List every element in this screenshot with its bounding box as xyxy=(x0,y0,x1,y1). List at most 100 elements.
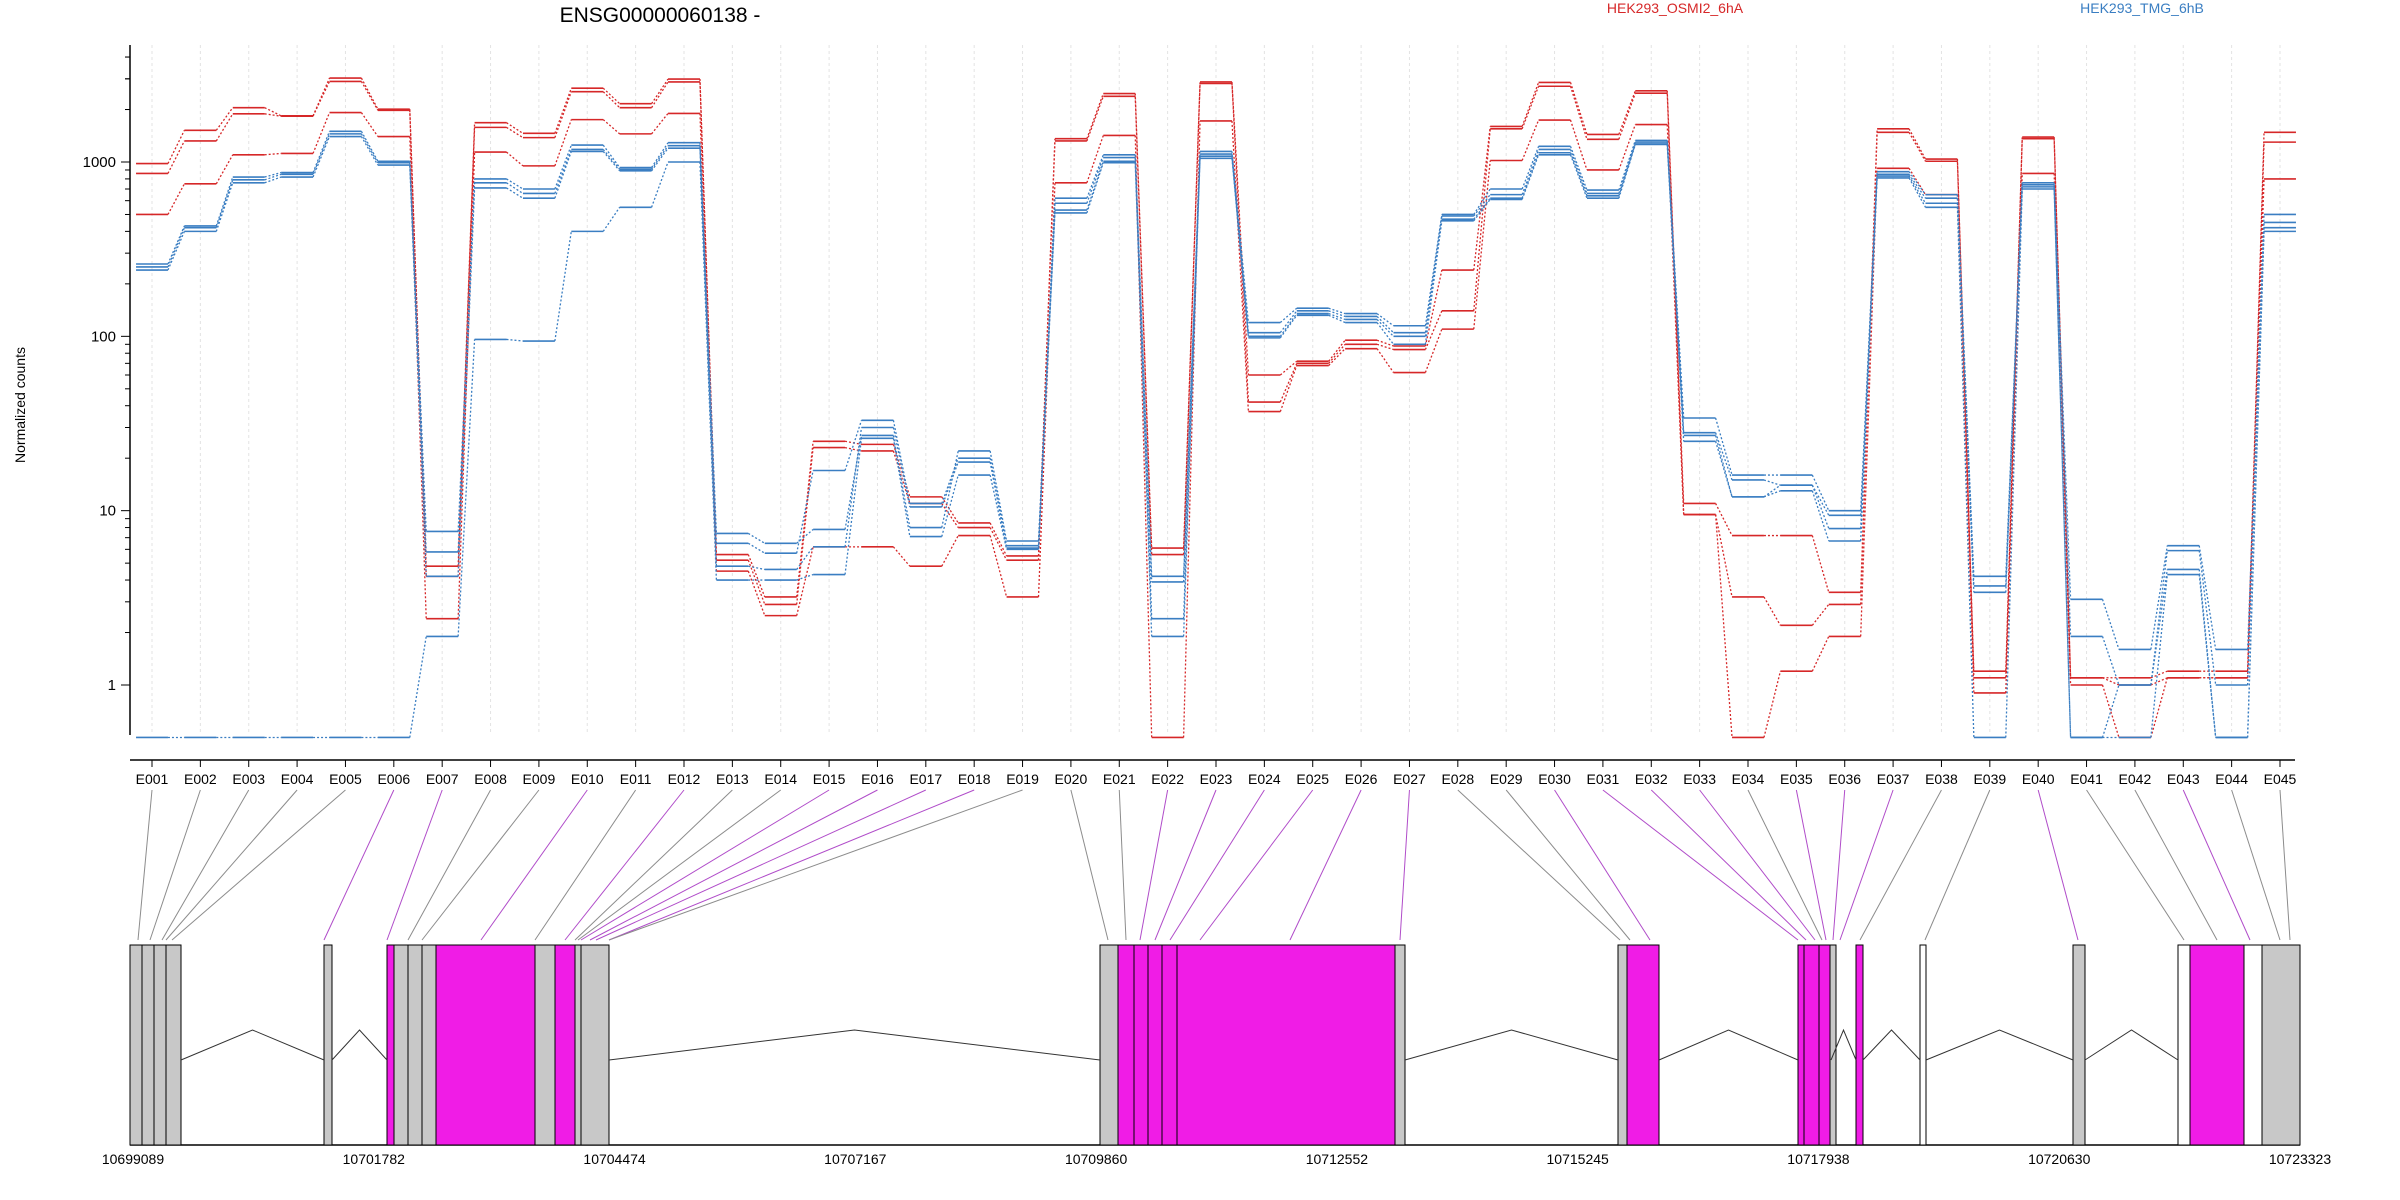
series-connector xyxy=(747,554,766,598)
series-connector xyxy=(1328,312,1346,321)
series-connector xyxy=(360,77,379,110)
genomic-position-label: 10715245 xyxy=(1547,1151,1610,1167)
series-connector xyxy=(1473,199,1491,222)
series-connector xyxy=(360,112,379,137)
series-connector xyxy=(312,133,331,175)
exon-block xyxy=(153,944,167,1146)
series-connector xyxy=(215,107,234,131)
series-connector xyxy=(215,176,234,227)
series-connector xyxy=(941,457,959,504)
exon-block xyxy=(534,944,556,1146)
connector-e008 xyxy=(407,789,491,941)
series-connector xyxy=(892,546,911,567)
series-connector xyxy=(844,438,863,575)
series-connector xyxy=(2150,677,2168,686)
series-connector xyxy=(1618,90,1636,135)
exon-block xyxy=(323,944,333,1146)
series-connector xyxy=(1618,143,1636,196)
series-connector xyxy=(554,231,572,342)
y-tick-label: 100 xyxy=(91,328,116,345)
x-tick-label-e024: E024 xyxy=(1248,771,1281,787)
series-connector xyxy=(1037,212,1056,550)
x-tick-label-e011: E011 xyxy=(620,771,652,787)
series-connector xyxy=(312,77,331,117)
series-connector xyxy=(1956,194,1975,693)
series-connector xyxy=(2101,599,2120,650)
series-connector xyxy=(1231,83,1250,403)
series-connector xyxy=(1328,343,1346,364)
series-connector xyxy=(554,144,572,190)
exon-block xyxy=(2243,944,2263,1146)
exon-block xyxy=(1161,944,1178,1146)
x-tick-label-e041: E041 xyxy=(2070,771,2103,787)
series-connector xyxy=(602,91,621,109)
series-connector xyxy=(2150,545,2168,650)
series-connector xyxy=(844,440,862,446)
series-connector xyxy=(1279,363,1298,403)
series-connector xyxy=(1424,310,1443,350)
connector-e017 xyxy=(595,789,927,941)
series-connector xyxy=(1521,119,1540,161)
x-tick-label-e003: E003 xyxy=(232,771,265,787)
x-tick-label-e004: E004 xyxy=(281,771,314,787)
connector-e029 xyxy=(1505,789,1631,941)
series-connector xyxy=(1908,177,1927,208)
exon-block xyxy=(407,944,423,1146)
x-tick-label-e023: E023 xyxy=(1200,771,1233,787)
series-connector xyxy=(2005,137,2023,672)
series-connector xyxy=(2101,684,2120,738)
series-connector xyxy=(1376,322,1395,345)
x-tick-label-e040: E040 xyxy=(2022,771,2055,787)
series-connector xyxy=(1618,140,1636,191)
series-connector xyxy=(796,447,814,605)
x-tick-label-e042: E042 xyxy=(2119,771,2152,787)
x-tick-label-e033: E033 xyxy=(1683,771,1716,787)
series-connector xyxy=(1956,203,1975,593)
series-connector xyxy=(215,182,234,232)
series-connector xyxy=(2198,545,2217,650)
series-connector xyxy=(2053,184,2072,637)
series-connector xyxy=(941,474,959,537)
connector-e016 xyxy=(589,789,878,941)
x-tick-label-e007: E007 xyxy=(426,771,459,787)
series-connector xyxy=(2053,188,2072,738)
series-connector xyxy=(554,149,572,194)
x-tick-label-e006: E006 xyxy=(377,771,410,787)
connector-e031 xyxy=(1602,789,1799,941)
series-connector xyxy=(602,87,621,105)
connector-e041 xyxy=(2086,789,2185,941)
series-connector xyxy=(2198,550,2217,686)
exon-block xyxy=(2261,944,2301,1146)
series-connector xyxy=(1714,435,1733,498)
series-connector xyxy=(1763,479,1781,486)
x-tick-label-e031: E031 xyxy=(1587,771,1620,787)
series-connector xyxy=(602,206,621,232)
series-connector xyxy=(1473,160,1491,330)
genomic-position-label: 10720630 xyxy=(2028,1151,2091,1167)
connector-e015 xyxy=(580,789,830,941)
series-connector xyxy=(1134,96,1153,555)
connector-e034 xyxy=(1747,789,1823,941)
connector-e038 xyxy=(1859,789,1942,941)
exon-block xyxy=(1626,944,1660,1146)
connector-e025 xyxy=(1199,789,1314,941)
connector-e026 xyxy=(1289,789,1362,941)
series-connector xyxy=(1328,314,1346,324)
series-connector xyxy=(409,636,427,738)
series-connector xyxy=(1473,197,1491,220)
connector-e001 xyxy=(137,789,153,941)
series-connector xyxy=(650,161,669,208)
series-connector xyxy=(360,81,379,111)
exon-block xyxy=(2189,944,2245,1146)
x-tick-label-e028: E028 xyxy=(1441,771,1474,787)
connector-e040 xyxy=(2037,789,2079,941)
series-connector xyxy=(941,450,959,528)
series-connector xyxy=(2101,684,2120,738)
series-connector xyxy=(1908,131,1927,162)
x-tick-label-e030: E030 xyxy=(1538,771,1571,787)
series-connector xyxy=(264,176,282,184)
x-tick-label-e043: E043 xyxy=(2167,771,2200,787)
series-connector xyxy=(1424,220,1443,345)
exon-block xyxy=(435,944,536,1146)
